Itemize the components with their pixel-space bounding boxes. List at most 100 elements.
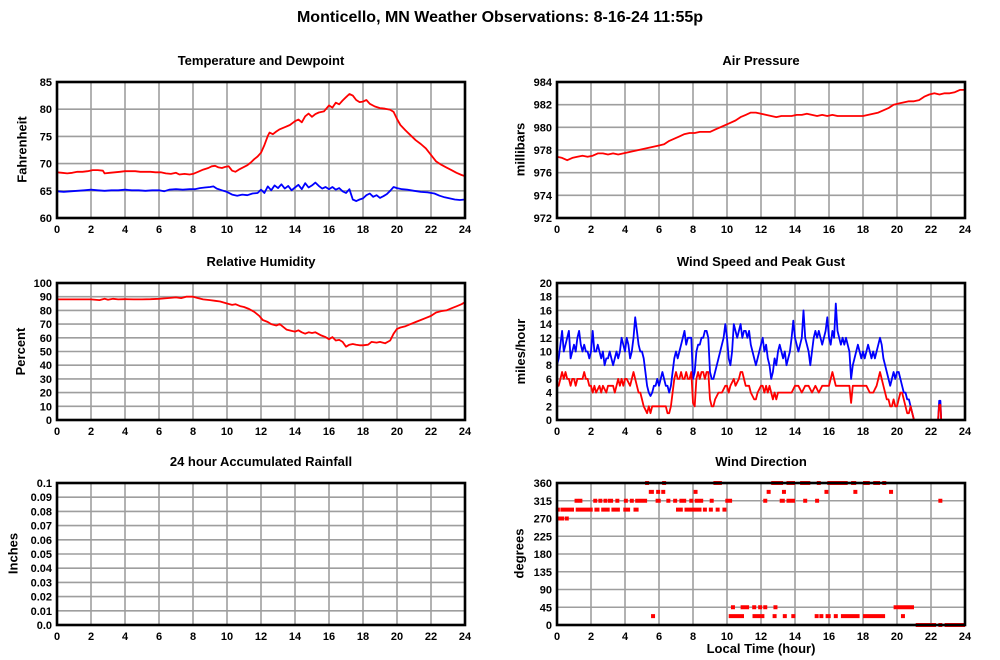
x-tick-label: 6 bbox=[656, 224, 662, 236]
x-tick-label: 6 bbox=[656, 426, 662, 438]
x-tick-label: 8 bbox=[690, 426, 696, 438]
y-tick-label: 10 bbox=[540, 347, 552, 359]
y-tick-label: 65 bbox=[40, 186, 52, 198]
x-tick-label: 24 bbox=[959, 631, 972, 643]
x-tick-label: 16 bbox=[823, 426, 835, 438]
x-tick-label: 6 bbox=[156, 224, 162, 236]
x-tick-label: 22 bbox=[925, 224, 937, 236]
chart-title-pressure: Air Pressure bbox=[722, 53, 800, 68]
y-tick-label: 0.06 bbox=[31, 535, 52, 547]
x-tick-label: 14 bbox=[289, 426, 302, 438]
y-tick-label: 18 bbox=[540, 292, 552, 304]
axis-border bbox=[55, 281, 467, 422]
x-tick-label: 0 bbox=[54, 426, 60, 438]
x-tick-label: 12 bbox=[755, 224, 767, 236]
series-temperature bbox=[56, 93, 466, 178]
x-tick-label: 12 bbox=[255, 224, 267, 236]
x-tick-label: 24 bbox=[959, 224, 972, 236]
y-tick-label: 0.02 bbox=[31, 592, 52, 604]
y-tick-label: 984 bbox=[534, 77, 553, 89]
y-tick-label: 80 bbox=[40, 305, 52, 317]
x-tick-label: 20 bbox=[391, 224, 403, 236]
plot-wind-direction: 0 2 4 6 8 10 12 14 16 18 20 22 240459013518022527031… bbox=[534, 478, 972, 643]
x-tick-label: 14 bbox=[789, 631, 802, 643]
x-tick-label: 10 bbox=[721, 631, 733, 643]
x-tick-label: 18 bbox=[357, 426, 369, 438]
y-tick-label: 0.07 bbox=[31, 521, 52, 533]
y-tick-label: 0.1 bbox=[37, 478, 52, 490]
y-axis-label-miles-hour: miles/hour bbox=[512, 318, 528, 384]
chart-wind-direction: 0 2 4 6 8 10 12 14 16 18 20 22 24 0 45 90 135 180 225 270 31… bbox=[500, 447, 1000, 660]
x-tick-label: 22 bbox=[425, 631, 437, 643]
axis-border bbox=[555, 281, 967, 422]
y-tick-label: 976 bbox=[534, 168, 552, 180]
x-tick-label: 8 bbox=[190, 426, 196, 438]
y-tick-label: 980 bbox=[534, 122, 552, 134]
y-tick-label: 60 bbox=[40, 333, 52, 345]
chart-rainfall: 0 2 4 6 8 10 12 14 16 18 20 22 24 0.0 0.01 0.02 0.03 0.04… bbox=[0, 447, 500, 660]
y-tick-label: 14 bbox=[540, 319, 553, 331]
x-tick-label: 22 bbox=[425, 224, 437, 236]
y-tick-label: 20 bbox=[40, 388, 52, 400]
x-tick-label: 4 bbox=[622, 631, 629, 643]
series-humidity bbox=[56, 295, 466, 348]
x-tick-label: 4 bbox=[122, 631, 129, 643]
y-tick-label: 12 bbox=[540, 333, 552, 345]
x-tick-label: 14 bbox=[289, 224, 302, 236]
chart-title-wind-speed: Wind Speed and Peak Gust bbox=[676, 254, 846, 269]
x-tick-label: 22 bbox=[925, 426, 937, 438]
x-tick-label: 12 bbox=[755, 631, 767, 643]
y-tick-label: 0.04 bbox=[31, 563, 53, 575]
x-tick-label: 16 bbox=[323, 631, 335, 643]
axis-border bbox=[55, 80, 467, 220]
x-tick-label: 2 bbox=[88, 224, 94, 236]
x-tick-label: 20 bbox=[891, 426, 903, 438]
x-tick-label: 4 bbox=[622, 224, 629, 236]
axis-border bbox=[555, 80, 967, 220]
y-tick-label: 100 bbox=[34, 278, 52, 290]
x-tick-label: 2 bbox=[88, 426, 94, 438]
y-tick-label: 0.0 bbox=[37, 620, 52, 632]
y-tick-label: 360 bbox=[534, 478, 552, 490]
x-tick-label: 4 bbox=[122, 224, 129, 236]
x-tick-label: 0 bbox=[54, 631, 60, 643]
x-tick-label: 10 bbox=[221, 631, 233, 643]
x-tick-label: 8 bbox=[690, 631, 696, 643]
x-tick-label: 24 bbox=[459, 631, 472, 643]
y-tick-label: 50 bbox=[40, 347, 52, 359]
y-axis-label-inches: Inches bbox=[5, 532, 21, 575]
y-tick-label: 45 bbox=[540, 602, 552, 614]
y-tick-label: 0.01 bbox=[31, 606, 52, 618]
x-tick-label: 24 bbox=[459, 224, 472, 236]
chart-temperature-dewpoint: 0 2 4 6 8 10 12 14 16 18 20 22 24 60 65 70 75 80 85 Temper… bbox=[0, 46, 500, 242]
x-tick-label: 12 bbox=[255, 426, 267, 438]
y-tick-label: 70 bbox=[40, 319, 52, 331]
y-tick-label: 974 bbox=[534, 190, 553, 202]
x-tick-label: 2 bbox=[88, 631, 94, 643]
y-tick-label: 60 bbox=[40, 213, 52, 225]
y-tick-label: 6 bbox=[546, 374, 552, 386]
x-tick-label: 6 bbox=[156, 426, 162, 438]
x-tick-label: 8 bbox=[190, 631, 196, 643]
x-tick-label: 12 bbox=[255, 631, 267, 643]
y-tick-label: 135 bbox=[534, 567, 552, 579]
y-tick-label: 70 bbox=[40, 159, 52, 171]
x-tick-label: 22 bbox=[925, 631, 937, 643]
x-tick-label: 2 bbox=[588, 426, 594, 438]
x-tick-label: 2 bbox=[588, 224, 594, 236]
x-tick-label: 16 bbox=[823, 631, 835, 643]
axis-border bbox=[555, 481, 967, 627]
chart-relative-humidity: 0 2 4 6 8 10 12 14 16 18 20 22 24 0 10 20 30 40 50 60 70 80 90… bbox=[0, 247, 500, 443]
x-tick-label: 0 bbox=[54, 224, 60, 236]
plot-air-pressure: 0 2 4 6 8 10 12 14 16 18 20 22 249729749769789809829… bbox=[534, 77, 972, 236]
y-tick-label: 20 bbox=[540, 278, 552, 290]
x-tick-label: 12 bbox=[755, 426, 767, 438]
y-tick-label: 982 bbox=[534, 100, 552, 112]
x-tick-label: 18 bbox=[857, 426, 869, 438]
y-tick-label: 0 bbox=[546, 620, 552, 632]
x-tick-label: 20 bbox=[891, 224, 903, 236]
x-tick-label: 10 bbox=[721, 224, 733, 236]
y-tick-label: 90 bbox=[40, 292, 52, 304]
